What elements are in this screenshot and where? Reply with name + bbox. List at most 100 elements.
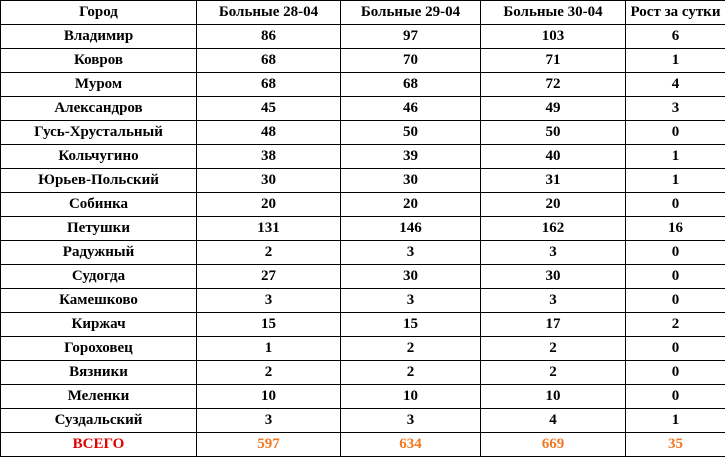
header-cell: Больные 29-04: [340, 0, 481, 25]
number-cell: 72: [480, 72, 626, 97]
total-cell: 669: [480, 432, 626, 457]
number-cell: 20: [480, 192, 626, 217]
number-cell: 0: [625, 288, 725, 313]
number-cell: 4: [480, 408, 626, 433]
city-cell: Вязники: [0, 360, 197, 385]
number-cell: 1: [625, 144, 725, 169]
table-row: Вязники 2 2 2 0: [0, 360, 725, 385]
table-row: Судогда 27 30 30 0: [0, 264, 725, 289]
table-row: Юрьев-Польский 30 30 31 1: [0, 168, 725, 193]
number-cell: 2: [480, 336, 626, 361]
number-cell: 3: [340, 288, 481, 313]
city-cell: Камешково: [0, 288, 197, 313]
number-cell: 1: [625, 408, 725, 433]
number-cell: 70: [340, 48, 481, 73]
number-cell: 68: [196, 72, 341, 97]
number-cell: 131: [196, 216, 341, 241]
number-cell: 162: [480, 216, 626, 241]
number-cell: 146: [340, 216, 481, 241]
table-row: Владимир 86 97 103 6: [0, 24, 725, 49]
number-cell: 16: [625, 216, 725, 241]
number-cell: 6: [625, 24, 725, 49]
number-cell: 45: [196, 96, 341, 121]
number-cell: 1: [625, 48, 725, 73]
number-cell: 3: [340, 408, 481, 433]
table-row: Кольчугино 38 39 40 1: [0, 144, 725, 169]
number-cell: 1: [196, 336, 341, 361]
city-cell: Кольчугино: [0, 144, 197, 169]
city-cell: Гороховец: [0, 336, 197, 361]
table-row: Муром 68 68 72 4: [0, 72, 725, 97]
number-cell: 49: [480, 96, 626, 121]
number-cell: 2: [196, 240, 341, 265]
number-cell: 30: [340, 168, 481, 193]
number-cell: 10: [480, 384, 626, 409]
table-row: Киржач 15 15 17 2: [0, 312, 725, 337]
number-cell: 27: [196, 264, 341, 289]
number-cell: 3: [480, 240, 626, 265]
table-row: Петушки 131 146 162 16: [0, 216, 725, 241]
header-cell: Больные 28-04: [196, 0, 341, 25]
number-cell: 2: [340, 360, 481, 385]
table-row: Ковров 68 70 71 1: [0, 48, 725, 73]
number-cell: 50: [340, 120, 481, 145]
table-row: Собинка 20 20 20 0: [0, 192, 725, 217]
number-cell: 1: [625, 168, 725, 193]
number-cell: 48: [196, 120, 341, 145]
city-cell: Владимир: [0, 24, 197, 49]
number-cell: 3: [340, 240, 481, 265]
number-cell: 0: [625, 240, 725, 265]
number-cell: 2: [480, 360, 626, 385]
total-label: ВСЕГО: [0, 432, 197, 457]
header-cell: Город: [0, 0, 197, 25]
city-cell: Собинка: [0, 192, 197, 217]
city-cell: Юрьев-Польский: [0, 168, 197, 193]
number-cell: 0: [625, 360, 725, 385]
city-cell: Киржач: [0, 312, 197, 337]
total-cell: 35: [625, 432, 725, 457]
table-row: Камешково 3 3 3 0: [0, 288, 725, 313]
number-cell: 15: [340, 312, 481, 337]
number-cell: 2: [196, 360, 341, 385]
number-cell: 0: [625, 264, 725, 289]
number-cell: 0: [625, 120, 725, 145]
number-cell: 30: [340, 264, 481, 289]
number-cell: 2: [625, 312, 725, 337]
number-cell: 30: [196, 168, 341, 193]
number-cell: 20: [196, 192, 341, 217]
number-cell: 3: [196, 408, 341, 433]
header-row: Город Больные 28-04 Больные 29-04 Больные 3…: [0, 0, 725, 25]
number-cell: 17: [480, 312, 626, 337]
number-cell: 86: [196, 24, 341, 49]
header-cell: Рост за сутки: [625, 0, 725, 25]
total-cell: 597: [196, 432, 341, 457]
number-cell: 4: [625, 72, 725, 97]
city-cell: Петушки: [0, 216, 197, 241]
number-cell: 31: [480, 168, 626, 193]
number-cell: 103: [480, 24, 626, 49]
number-cell: 15: [196, 312, 341, 337]
number-cell: 3: [625, 96, 725, 121]
number-cell: 3: [196, 288, 341, 313]
number-cell: 0: [625, 384, 725, 409]
total-cell: 634: [340, 432, 481, 457]
city-cell: Ковров: [0, 48, 197, 73]
number-cell: 0: [625, 336, 725, 361]
city-cell: Гусь-Хрустальный: [0, 120, 197, 145]
table-row: Суздальский 3 3 4 1: [0, 408, 725, 433]
number-cell: 39: [340, 144, 481, 169]
number-cell: 97: [340, 24, 481, 49]
table-body: Владимир 86 97 103 6 Ковров 68 70 71 1 Муром 68 68 72…: [0, 24, 725, 457]
number-cell: 46: [340, 96, 481, 121]
number-cell: 0: [625, 192, 725, 217]
number-cell: 50: [480, 120, 626, 145]
number-cell: 30: [480, 264, 626, 289]
number-cell: 3: [480, 288, 626, 313]
number-cell: 38: [196, 144, 341, 169]
table-row: Меленки 10 10 10 0: [0, 384, 725, 409]
number-cell: 68: [340, 72, 481, 97]
table-row: Гусь-Хрустальный 48 50 50 0: [0, 120, 725, 145]
table-row: Александров 45 46 49 3: [0, 96, 725, 121]
city-cell: Александров: [0, 96, 197, 121]
